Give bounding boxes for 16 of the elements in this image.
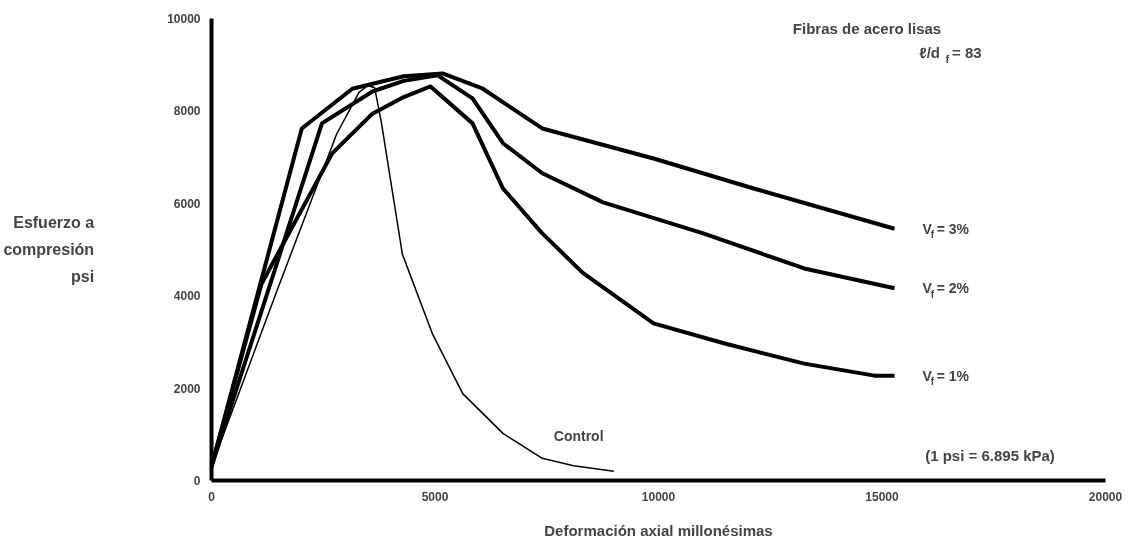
annotation: (1 psi = 6.895 kPa) [925,447,1055,464]
x-tick-label: 10000 [641,489,676,504]
y-tick-label: 0 [193,474,201,488]
y-tick-label: 2000 [173,381,201,396]
y-tick-label: 6000 [173,196,201,211]
annotation: Fibras de acero lisas [792,20,942,37]
x-tick-label: 0 [208,489,216,504]
x-tick-label: 20000 [1088,489,1123,504]
series-label: Control [553,428,604,445]
y-tick-label: 8000 [173,104,201,119]
y-tick-label: 4000 [173,289,201,304]
x-tick-label: 5000 [421,489,449,504]
x-tick-label: 15000 [865,489,900,504]
x-axis-title: Deformación axial millonésimas [544,521,773,539]
y-axis-title: Esfuerzo a compresión psi [3,213,95,286]
y-tick-label: 10000 [167,12,201,26]
